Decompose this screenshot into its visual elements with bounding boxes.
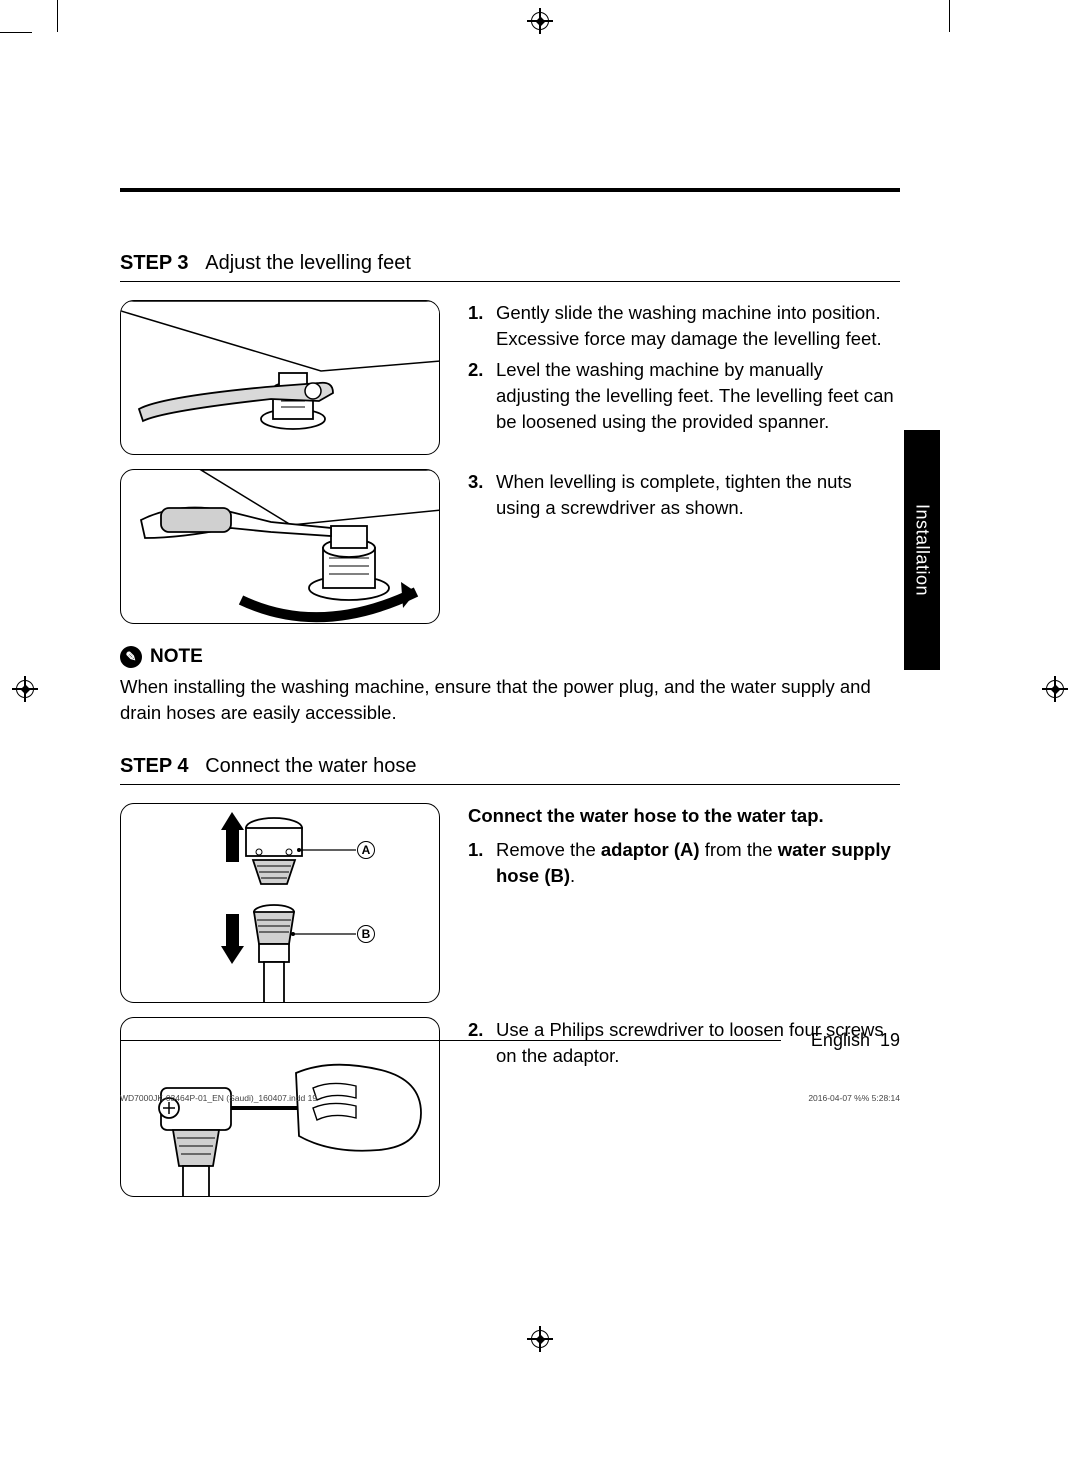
registration-mark-icon	[531, 12, 549, 30]
footer-page-number: 19	[880, 1030, 900, 1051]
note-block: ✎ NOTE When installing the washing machi…	[120, 646, 900, 727]
step4-heading: STEP 4 Connect the water hose	[120, 755, 900, 785]
imprint-file: WD7000JK-03464P-01_EN (Saudi)_160407.ind…	[120, 1093, 317, 1103]
section-tab: Installation	[904, 430, 940, 670]
step3-item-2: Level the washing machine by manually ad…	[496, 357, 900, 436]
step4-item-1: Remove the adaptor (A) from the water su…	[496, 837, 900, 890]
page-content: Installation STEP 3 Adjust the levelling…	[120, 60, 900, 1211]
step3-item-3: When levelling is complete, tighten the …	[496, 469, 900, 522]
imprint: WD7000JK-03464P-01_EN (Saudi)_160407.ind…	[120, 1093, 900, 1103]
step3-label: STEP 3	[120, 252, 189, 274]
figure-label-b: B	[357, 925, 375, 943]
figure-label-a: A	[357, 841, 375, 859]
figure-levelling-screwdriver	[120, 469, 440, 624]
step4-instructions-1: Connect the water hose to the water tap.…	[468, 803, 900, 1003]
registration-mark-icon	[16, 680, 34, 698]
note-label: NOTE	[150, 646, 203, 668]
footer-language: English	[811, 1030, 870, 1051]
step3-instructions-3: 3.When levelling is complete, tighten th…	[468, 469, 900, 624]
page-footer: English 19	[120, 1030, 900, 1051]
figure-levelling-spanner	[120, 300, 440, 455]
step3-title: Adjust the levelling feet	[205, 252, 411, 274]
registration-mark-icon	[1046, 680, 1064, 698]
note-icon: ✎	[120, 646, 142, 668]
figure-adaptor-hose: A B	[120, 803, 440, 1003]
registration-mark-icon	[531, 1330, 549, 1348]
top-rule	[120, 188, 900, 192]
step4-label: STEP 4	[120, 755, 189, 777]
note-text: When installing the washing machine, ens…	[120, 674, 900, 727]
step3-instructions-1-2: 1.Gently slide the washing machine into …	[468, 300, 900, 455]
step3-item-1: Gently slide the washing machine into po…	[496, 300, 900, 353]
step4-title: Connect the water hose	[205, 755, 416, 777]
step3-heading: STEP 3 Adjust the levelling feet	[120, 252, 900, 282]
step4-subhead: Connect the water hose to the water tap.	[468, 803, 900, 829]
imprint-timestamp: 2016-04-07 %% 5:28:14	[808, 1093, 900, 1103]
